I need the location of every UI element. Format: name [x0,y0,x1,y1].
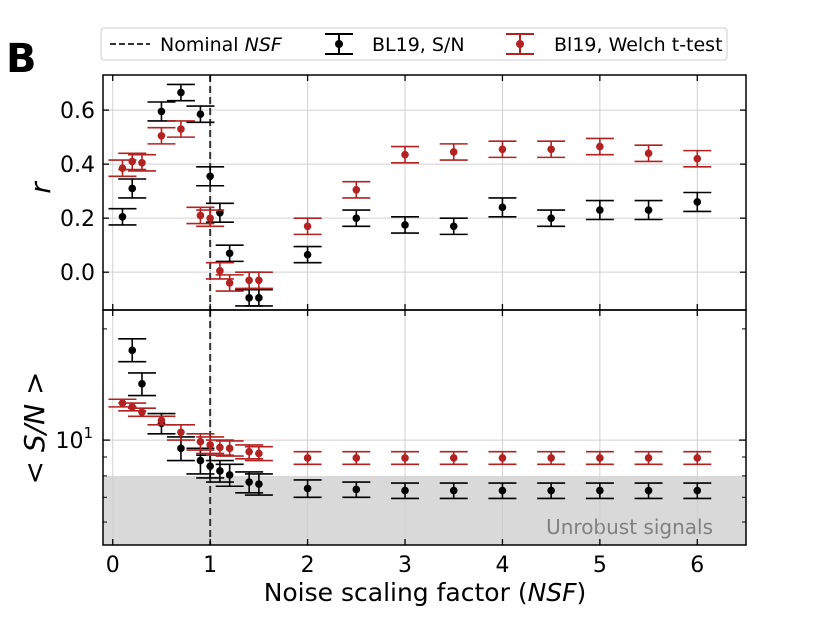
bottom-sn-point-10 [293,479,322,499]
bottom-sn-point-7 [215,463,244,488]
bottom-welch-point-8 [215,440,244,457]
bottom-welch-point-3 [147,415,176,426]
top-ytick-label-3: 0.6 [60,99,95,124]
top-sn-point-4 [186,105,215,124]
bottom-welch-point-17 [585,450,614,466]
bottom-welch-point-7 [205,439,234,457]
top-sn-point-9 [244,288,273,307]
top-sn-point-1 [118,178,147,199]
xtick-label-2: 2 [301,553,315,578]
top-welch-point-2 [127,153,156,172]
top-welch-point-13 [391,145,420,164]
bottom-ytick-label-0: 101 [55,424,93,454]
top-sn-point-16 [585,199,614,221]
top-grid [103,75,746,310]
top-ytick-label-2: 0.4 [60,153,95,178]
top-sn-point-11 [342,209,371,228]
top-ylabel: r [24,181,57,194]
top-sn-point-10 [293,245,322,264]
top-ytick-label-0: 0.0 [60,261,95,286]
top-panel-marks [108,83,712,307]
bottom-welch-point-14 [439,450,468,466]
bottom-ticks: 0 1 2 3 4 5 6 101 [55,310,746,578]
top-welch-point-10 [244,271,273,290]
top-sn-point-14 [488,197,517,218]
bottom-welch-point-4 [166,424,195,441]
bottom-welch-point-13 [391,450,420,466]
unrobust-label: Unrobust signals [546,515,713,539]
bottom-sn-point-8 [235,471,264,494]
legend-welch-label: Bl19, Welch t-test [554,34,723,56]
legend-sn-label: BL19, S/N [372,34,465,56]
top-sn-point-0 [108,207,137,226]
bottom-sn-point-15 [537,482,566,500]
bottom-sn-point-0 [118,338,147,363]
top-sn-point-6 [205,202,234,224]
bottom-welch-point-12 [342,450,371,466]
top-welch-point-14 [439,143,468,161]
top-ticks: 0.0 0.2 0.4 0.6 [60,75,746,310]
top-welch-point-7 [205,261,234,280]
top-sn-point-15 [537,209,566,228]
top-welch-point-19 [683,149,712,168]
bottom-sn-point-13 [439,482,468,500]
legend-nominal-label: Nominal NSF [160,34,283,56]
bottom-welch-point-10 [244,445,273,462]
bottom-sn-point-16 [585,482,614,500]
top-welch-point-3 [147,126,176,145]
bottom-sn-point-9 [244,473,273,496]
bottom-sn-point-11 [342,481,371,499]
top-sn-point-17 [634,199,663,221]
bottom-sn-point-1 [127,372,156,397]
xtick-label-1: 1 [203,553,217,578]
top-welch-point-1 [118,152,147,171]
bottom-sn-point-14 [488,482,517,500]
top-sn-point-7 [215,244,244,263]
legend-sn-swatch [325,33,353,55]
top-welch-point-4 [166,120,195,138]
xtick-label-0: 0 [106,553,120,578]
bottom-welch-point-11 [293,450,322,466]
bottom-grid [103,310,746,545]
top-sn-point-12 [391,216,420,234]
xlabel: Noise scaling factor (NSF) [264,578,587,607]
top-welch-point-8 [215,274,244,292]
top-welch-point-16 [537,140,566,159]
xtick-label-5: 5 [593,553,607,578]
bottom-ylabel: < S/N > [18,372,51,485]
top-welch-point-11 [293,217,322,236]
bottom-welch-point-19 [683,450,712,466]
top-sn-point-18 [683,191,712,213]
top-welch-point-18 [634,144,663,163]
legend-frame [100,27,728,61]
bottom-welch-point-18 [634,450,663,466]
bottom-sn-point-12 [391,482,420,500]
xtick-label-6: 6 [690,553,704,578]
top-welch-point-12 [342,180,371,199]
bottom-sn-point-17 [634,482,663,500]
bottom-sn-point-18 [683,482,712,500]
top-welch-point-17 [585,137,614,156]
top-sn-point-13 [439,217,468,236]
top-sn-point-5 [196,166,225,187]
bottom-welch-point-16 [537,450,566,466]
panel-label: B [6,36,37,82]
bottom-welch-point-15 [488,450,517,466]
legend: Nominal NSF BL19, S/N Bl19, Welch t-test [100,27,728,61]
top-sn-point-2 [147,101,176,122]
bottom-panel-marks [108,338,712,500]
xtick-label-4: 4 [495,553,509,578]
top-sn-point-3 [166,83,195,102]
top-welch-point-6 [196,209,225,228]
legend-welch-swatch [506,33,534,55]
top-ytick-label-1: 0.2 [60,207,95,232]
bottom-axes-frame [102,309,747,546]
xtick-label-3: 3 [398,553,412,578]
top-welch-point-15 [488,140,517,159]
